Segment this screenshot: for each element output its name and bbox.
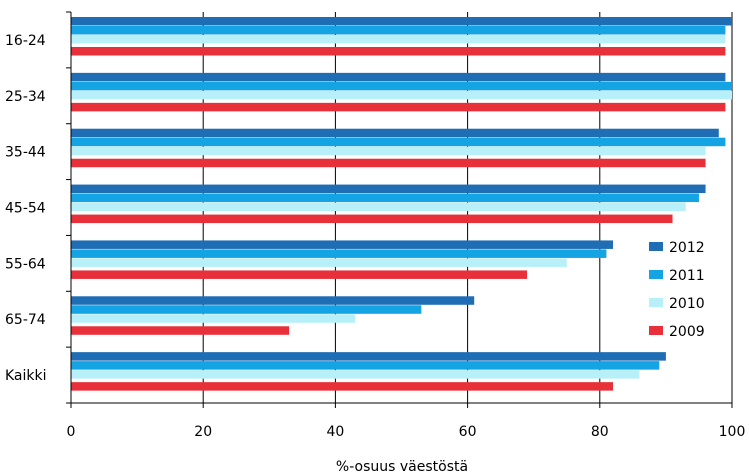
legend-swatch-2010 <box>649 298 663 307</box>
x-tick-label: 60 <box>459 424 477 440</box>
category-label: 25-34 <box>5 89 46 105</box>
x-tick-label: 40 <box>326 424 344 440</box>
x-tick-label: 20 <box>194 424 212 440</box>
legend-label-2012: 2012 <box>669 240 705 256</box>
bar-2009-35-44 <box>71 158 706 168</box>
x-tick-label: 0 <box>67 424 76 440</box>
category-label: 16-24 <box>5 33 46 49</box>
bar-2011-16-24 <box>71 26 726 35</box>
bar-2010-16-24 <box>71 35 726 44</box>
category-labels: 16-24 25-34 35-44 45-54 55-64 65-74 Kaikki <box>5 33 47 384</box>
axes <box>66 11 733 408</box>
legend-swatch-2009 <box>649 326 663 335</box>
category-label: 45-54 <box>5 201 46 217</box>
bar-2012-35-44 <box>71 128 719 138</box>
bar-2012-25-34 <box>71 72 726 82</box>
x-tick-label: 80 <box>591 424 609 440</box>
bar-2010-65-74 <box>71 314 356 323</box>
bar-2009-Kaikki <box>71 382 614 391</box>
category-label: 35-44 <box>5 145 46 161</box>
bar-2010-35-44 <box>71 146 706 156</box>
bar-2012-45-54 <box>71 184 706 194</box>
bar-2009-16-24 <box>71 47 726 56</box>
x-tick-labels: 0 20 40 60 80 100 <box>67 424 746 440</box>
legend-swatch-2012 <box>649 242 663 251</box>
category-label: 65-74 <box>5 312 46 328</box>
bar-2009-65-74 <box>71 326 290 335</box>
bar-2009-25-34 <box>71 102 726 112</box>
bar-2010-Kaikki <box>71 370 640 379</box>
bar-2010-55-64 <box>71 258 567 267</box>
bar-2010-45-54 <box>71 202 686 212</box>
legend-label-2011: 2011 <box>669 268 705 284</box>
bar-2012-16-24 <box>71 17 732 26</box>
bar-2012-65-74 <box>71 296 475 305</box>
bar-2011-55-64 <box>71 249 607 258</box>
bar-2011-35-44 <box>71 137 726 147</box>
bar-2011-65-74 <box>71 305 422 314</box>
category-label: 55-64 <box>5 256 46 272</box>
legend-label-2009: 2009 <box>669 324 705 340</box>
x-tick-label: 100 <box>719 424 746 440</box>
bar-2012-Kaikki <box>71 352 666 361</box>
legend-swatch-2011 <box>649 270 663 279</box>
bar-2011-Kaikki <box>71 361 660 370</box>
legend-label-2010: 2010 <box>669 296 705 312</box>
category-label: Kaikki <box>5 368 47 384</box>
bar-2012-55-64 <box>71 240 614 249</box>
bar-2009-45-54 <box>71 214 673 224</box>
bar-2010-25-34 <box>71 90 732 100</box>
bar-2009-55-64 <box>71 270 528 279</box>
bar-2011-45-54 <box>71 193 699 203</box>
legend: 2012 2011 2010 2009 <box>649 240 705 340</box>
x-axis-title: %-osuus väestöstä <box>336 459 468 475</box>
bars <box>71 17 732 391</box>
bar-2011-25-34 <box>71 81 732 91</box>
